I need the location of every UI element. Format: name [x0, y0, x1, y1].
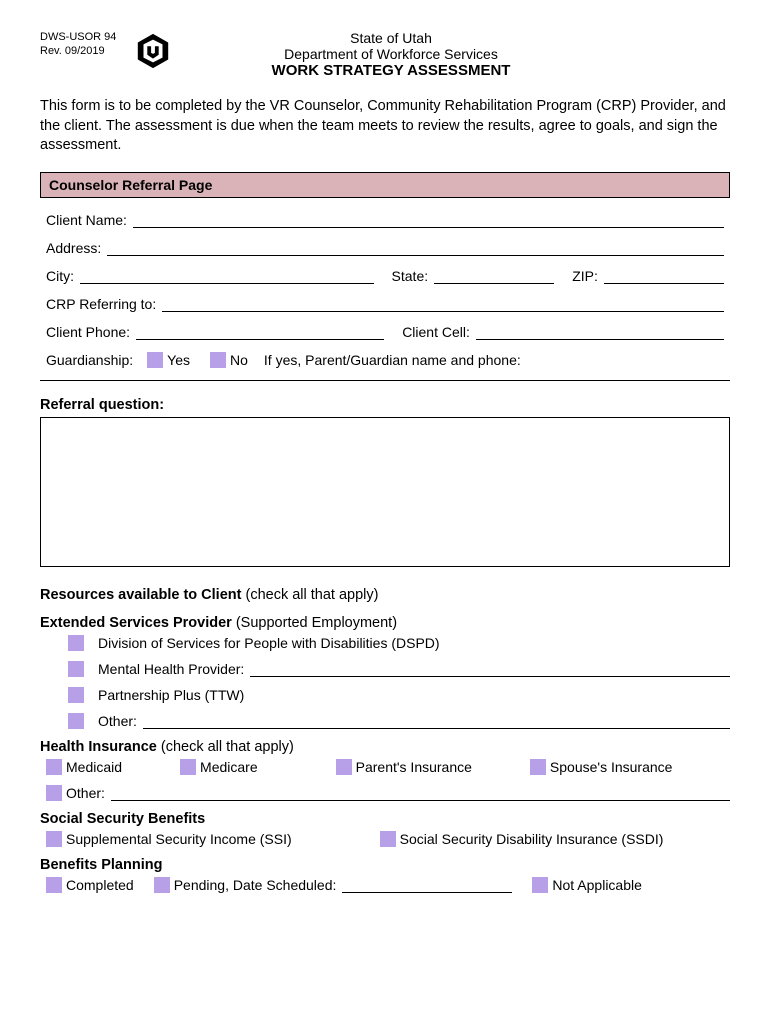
pending-checkbox[interactable]	[154, 877, 170, 893]
completed-checkbox[interactable]	[46, 877, 62, 893]
parents-ins-checkbox[interactable]	[336, 759, 352, 775]
address-row: Address:	[46, 240, 724, 256]
resources-heading-text: Resources available to Client	[40, 587, 241, 603]
health-row1: Medicaid Medicare Parent's Insurance Spo…	[46, 759, 730, 775]
parents-ins-label: Parent's Insurance	[356, 759, 472, 775]
extended-other-input[interactable]	[143, 713, 730, 729]
medicare-label: Medicare	[200, 759, 258, 775]
guardianship-no-checkbox[interactable]	[210, 352, 226, 368]
pending-label: Pending, Date Scheduled:	[174, 877, 337, 893]
na-checkbox[interactable]	[532, 877, 548, 893]
phone-row: Client Phone: Client Cell:	[46, 324, 724, 340]
ssi-label: Supplemental Security Income (SSI)	[66, 831, 292, 847]
benefits-row: Completed Pending, Date Scheduled: Not A…	[46, 877, 730, 893]
ssb-row: Supplemental Security Income (SSI) Socia…	[46, 831, 730, 847]
health-other-label: Other:	[66, 785, 105, 801]
crp-row: CRP Referring to:	[46, 296, 724, 312]
ssi-checkbox[interactable]	[46, 831, 62, 847]
spouses-ins-checkbox[interactable]	[530, 759, 546, 775]
dspd-row: Division of Services for People with Dis…	[68, 635, 730, 651]
extended-other-label: Other:	[98, 713, 137, 729]
ttw-label: Partnership Plus (TTW)	[98, 687, 244, 703]
extended-other-checkbox[interactable]	[68, 713, 84, 729]
cell-label: Client Cell:	[402, 324, 470, 340]
health-other-input[interactable]	[111, 785, 730, 801]
address-input[interactable]	[107, 240, 724, 256]
phone-label: Client Phone:	[46, 324, 130, 340]
counselor-referral-banner: Counselor Referral Page	[40, 172, 730, 198]
ttw-row: Partnership Plus (TTW)	[68, 687, 730, 703]
no-label: No	[230, 352, 248, 368]
na-label: Not Applicable	[552, 877, 642, 893]
guardian-note: If yes, Parent/Guardian name and phone:	[264, 352, 521, 368]
medicare-checkbox[interactable]	[180, 759, 196, 775]
address-label: Address:	[46, 240, 101, 256]
medicaid-checkbox[interactable]	[46, 759, 62, 775]
extended-heading-text: Extended Services Provider	[40, 615, 232, 631]
extended-other-row: Other:	[68, 713, 730, 729]
completed-label: Completed	[66, 877, 134, 893]
mhp-row: Mental Health Provider:	[68, 661, 730, 677]
state-line: State of Utah	[52, 30, 730, 46]
crp-input[interactable]	[162, 296, 724, 312]
client-name-label: Client Name:	[46, 212, 127, 228]
health-heading-text: Health Insurance	[40, 739, 157, 755]
pending-date-input[interactable]	[342, 877, 512, 893]
extended-heading: Extended Services Provider (Supported Em…	[40, 615, 730, 631]
city-label: City:	[46, 268, 74, 284]
health-other-row: Other:	[46, 785, 730, 801]
health-other-checkbox[interactable]	[46, 785, 62, 801]
zip-input[interactable]	[604, 268, 724, 284]
city-input[interactable]	[80, 268, 374, 284]
extended-heading-note: (Supported Employment)	[232, 615, 397, 631]
referral-question-heading: Referral question:	[40, 397, 730, 413]
client-name-input[interactable]	[133, 212, 724, 228]
resources-heading: Resources available to Client (check all…	[40, 587, 730, 603]
form-title: WORK STRATEGY ASSESSMENT	[52, 62, 730, 79]
title-block: State of Utah Department of Workforce Se…	[52, 30, 730, 79]
referral-question-textarea[interactable]	[40, 417, 730, 567]
guardianship-label: Guardianship:	[46, 352, 133, 368]
ssb-heading: Social Security Benefits	[40, 811, 730, 827]
medicaid-label: Medicaid	[66, 759, 122, 775]
resources-heading-note: (check all that apply)	[241, 587, 378, 603]
ssdi-checkbox[interactable]	[380, 831, 396, 847]
yes-label: Yes	[167, 352, 190, 368]
zip-label: ZIP:	[572, 268, 598, 284]
state-label: State:	[392, 268, 429, 284]
state-input[interactable]	[434, 268, 554, 284]
ssdi-label: Social Security Disability Insurance (SS…	[400, 831, 664, 847]
guardianship-yes-checkbox[interactable]	[147, 352, 163, 368]
header: DWS-USOR 94 Rev. 09/2019 State of Utah D…	[40, 30, 730, 79]
dspd-label: Division of Services for People with Dis…	[98, 635, 440, 651]
mhp-checkbox[interactable]	[68, 661, 84, 677]
cell-input[interactable]	[476, 324, 724, 340]
spouses-ins-label: Spouse's Insurance	[550, 759, 673, 775]
benefits-heading: Benefits Planning	[40, 857, 730, 873]
crp-label: CRP Referring to:	[46, 296, 156, 312]
city-state-zip-row: City: State: ZIP:	[46, 268, 724, 284]
divider	[40, 380, 730, 381]
health-heading: Health Insurance (check all that apply)	[40, 739, 730, 755]
health-heading-note: (check all that apply)	[157, 739, 294, 755]
ttw-checkbox[interactable]	[68, 687, 84, 703]
dspd-checkbox[interactable]	[68, 635, 84, 651]
intro-text: This form is to be completed by the VR C…	[40, 97, 730, 156]
mhp-label: Mental Health Provider:	[98, 661, 244, 677]
guardianship-row: Guardianship: Yes No If yes, Parent/Guar…	[46, 352, 724, 368]
client-name-row: Client Name:	[46, 212, 724, 228]
department-line: Department of Workforce Services	[52, 46, 730, 62]
mhp-input[interactable]	[250, 661, 730, 677]
phone-input[interactable]	[136, 324, 384, 340]
